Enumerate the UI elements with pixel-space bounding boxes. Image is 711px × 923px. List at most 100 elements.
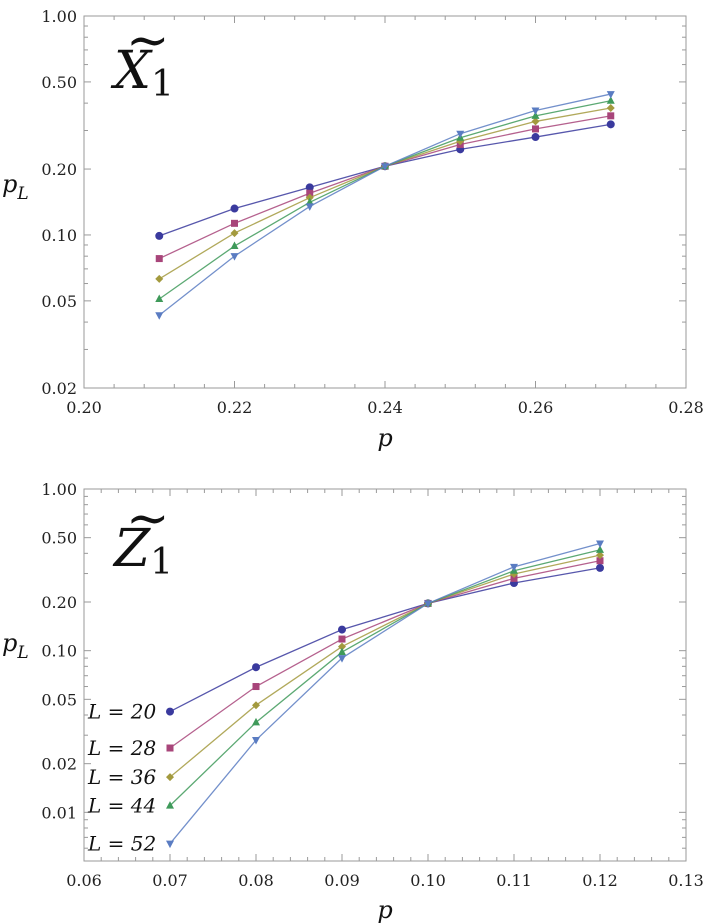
data-point-s4-4 — [456, 130, 465, 139]
data-point-s1-5 — [596, 557, 604, 565]
series-line-3 — [158, 100, 611, 300]
x-tick-label: 0.24 — [367, 398, 403, 417]
data-point-s0-0 — [155, 231, 164, 240]
data-point-s0-1 — [230, 204, 239, 213]
data-point-s3-1 — [230, 241, 239, 250]
data-point-s2-2 — [305, 193, 314, 202]
x-axis-label: p — [377, 424, 392, 452]
chart-title-main: X — [110, 41, 153, 101]
data-point-s0-2 — [305, 183, 314, 192]
x-tick-label: 0.09 — [324, 871, 360, 890]
x-tick-label: 0.06 — [66, 871, 102, 890]
data-point-s3-5 — [596, 545, 604, 553]
data-point-s1-0 — [166, 744, 174, 752]
series-line-1 — [169, 560, 601, 749]
x-axis-label: p — [377, 896, 392, 923]
data-point-s1-1 — [231, 219, 238, 227]
y-tick-label: 0.02 — [41, 755, 77, 774]
plot-frame — [83, 15, 687, 389]
data-point-s4-6 — [606, 91, 615, 99]
data-point-s1-6 — [607, 112, 615, 120]
data-point-s2-0 — [166, 773, 174, 782]
y-tick-label: 0.05 — [41, 292, 77, 311]
series-line-0 — [159, 123, 611, 237]
data-point-s3-0 — [166, 801, 174, 809]
series-line-4 — [169, 542, 601, 845]
data-point-s0-0 — [166, 707, 174, 716]
data-point-s4-3 — [424, 600, 432, 608]
data-point-s4-4 — [510, 563, 518, 572]
data-point-s4-1 — [230, 253, 239, 261]
chart-title: X1 — [110, 41, 174, 105]
chart-x1: 0.20 0.22 0.24 0.26 0.28 0.02 0.05 0.10 0.20 0.50… — [2, 7, 704, 452]
data-point-s4-3 — [381, 163, 389, 171]
data-point-s0-1 — [252, 663, 260, 672]
data-point-s4-5 — [596, 540, 604, 549]
series-line-2 — [169, 554, 601, 778]
plot-frame — [83, 488, 687, 862]
data-point-s1-5 — [532, 125, 539, 133]
data-point-s4-2 — [305, 203, 314, 211]
x-tick-label: 0.28 — [668, 398, 704, 417]
x-tick-label: 0.07 — [152, 871, 188, 890]
chart-title-sub: 1 — [150, 542, 173, 583]
data-point-s1-2 — [306, 189, 314, 197]
y-tick-label: 0.05 — [41, 690, 77, 709]
legend-label-3: L = 44 — [87, 794, 156, 818]
series-line-0 — [169, 567, 601, 713]
x-tick-label: 0.13 — [668, 871, 704, 890]
y-tick-label: 1.00 — [41, 480, 77, 499]
y-tick-label: 0.50 — [41, 73, 77, 92]
y-tick-label: 0.50 — [41, 529, 77, 548]
y-axis-label-sub: L — [16, 184, 28, 204]
data-point-s4-0 — [166, 840, 174, 849]
legend-label-0: L = 20 — [87, 700, 156, 724]
chart-title-accent: ~ — [126, 489, 170, 549]
legend-label-4: L = 52 — [87, 832, 156, 856]
y-tick-label: 0.10 — [41, 642, 77, 661]
x-tick-label: 0.10 — [410, 871, 446, 890]
data-point-s3-5 — [531, 111, 540, 119]
data-point-s1-2 — [338, 635, 346, 643]
legend-label-1: L = 28 — [87, 736, 156, 760]
x-tick-label: 0.22 — [217, 398, 253, 417]
data-point-s3-6 — [606, 96, 615, 104]
data-point-s2-5 — [596, 551, 604, 560]
y-tick-label: 1.00 — [41, 7, 77, 26]
chart-title: Z1 — [112, 519, 173, 583]
data-point-s3-1 — [252, 717, 260, 726]
data-point-s1-0 — [155, 255, 163, 263]
series-line-2 — [158, 107, 611, 280]
data-point-s3-0 — [155, 294, 164, 302]
chart-title-accent: ~ — [126, 11, 170, 71]
data-point-s4-5 — [531, 107, 540, 116]
x-tick-label: 0.20 — [66, 398, 102, 417]
y-axis-label-main: p — [2, 170, 17, 198]
data-point-s4-1 — [252, 737, 260, 745]
chart-title-main: Z — [112, 519, 151, 579]
data-point-s0-2 — [338, 625, 346, 634]
x-tick-label: 0.08 — [238, 871, 274, 890]
y-axis-label-sub: L — [16, 643, 28, 663]
y-axis-label-main: p — [2, 629, 17, 657]
y-axis-label: pL — [2, 170, 29, 204]
data-point-s1-1 — [252, 683, 260, 691]
data-point-s0-5 — [596, 563, 604, 572]
chart-title-sub: 1 — [151, 64, 174, 105]
data-point-s4-2 — [338, 655, 346, 663]
x-tick-label: 0.26 — [518, 398, 554, 417]
x-tick-label: 0.11 — [496, 871, 532, 890]
y-tick-label: 0.10 — [41, 226, 77, 245]
y-tick-label: 0.20 — [41, 160, 77, 179]
y-tick-label: 0.02 — [41, 379, 77, 398]
data-point-s2-2 — [338, 642, 346, 651]
data-point-s2-5 — [531, 117, 540, 126]
data-point-s2-0 — [155, 274, 164, 283]
y-axis-label: pL — [2, 629, 29, 663]
series-line-3 — [169, 549, 601, 807]
legend-label-2: L = 36 — [87, 765, 156, 789]
data-point-s4-0 — [155, 312, 164, 320]
data-point-s1-4 — [510, 574, 518, 582]
y-tick-label: 0.20 — [41, 593, 77, 612]
